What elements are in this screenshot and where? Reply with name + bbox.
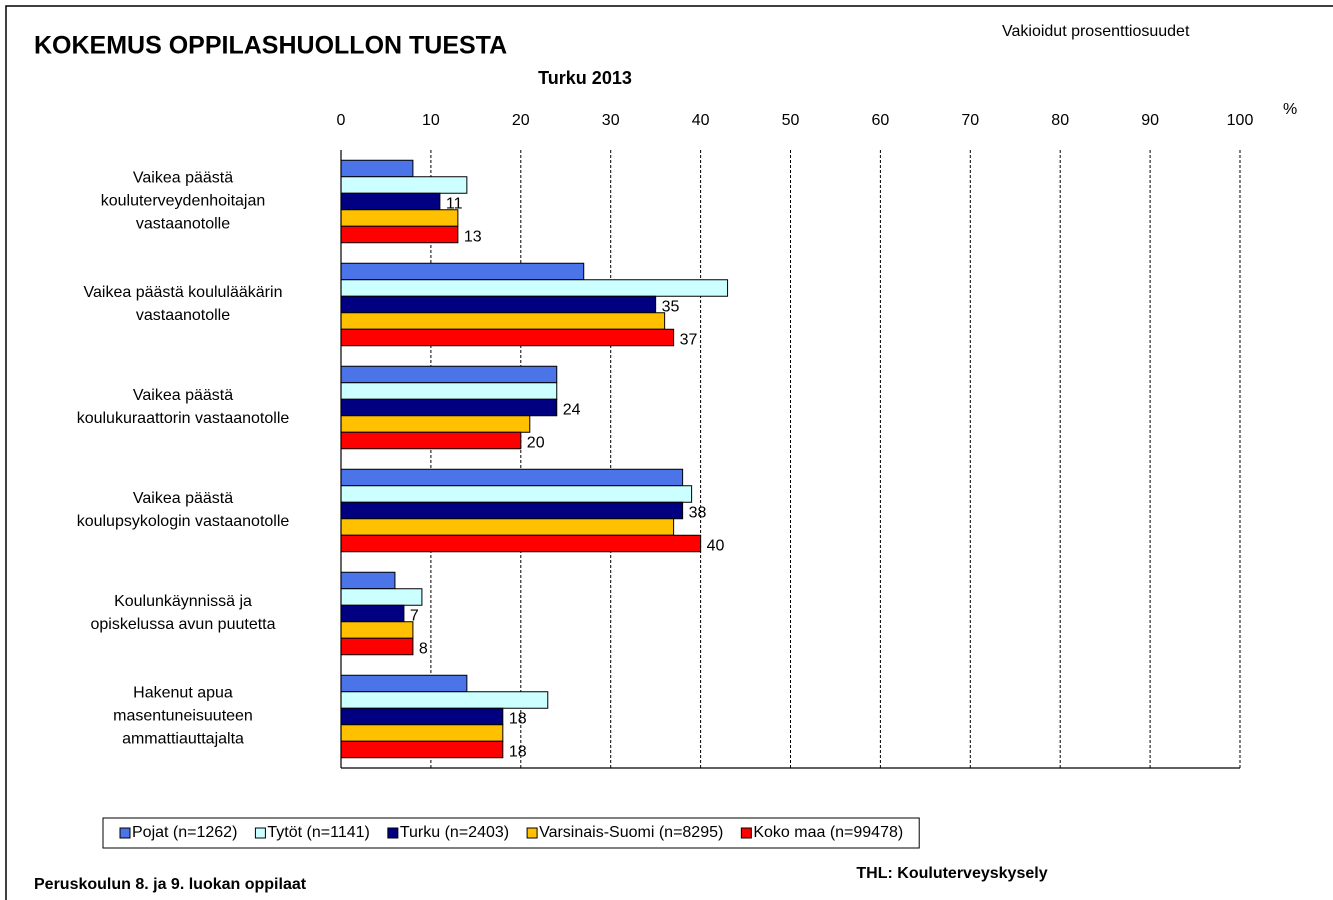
bar [340, 225, 459, 244]
bar [340, 328, 675, 347]
bar [340, 501, 684, 520]
bar [340, 604, 405, 623]
y-tick-label: Vaikea päästä koulukuraattorin vastaanoto… [77, 387, 290, 427]
bar [340, 691, 549, 709]
frame [5, 5, 1333, 900]
bar [340, 176, 468, 194]
legend-label: Varsinais-Suomi (n=8295) [539, 824, 723, 841]
footer-right: THL: Kouluterveyskysely [856, 865, 1047, 882]
chart-subtitle: Turku 2013 [538, 68, 632, 88]
bar [340, 534, 702, 553]
x-unit: % [1283, 101, 1297, 118]
bar [340, 637, 414, 656]
bar [340, 674, 468, 693]
bar [340, 159, 414, 178]
legend-swatch [526, 827, 538, 839]
y-tick-label: Vaikea päästä koululääkärin vastaanotolle [84, 284, 283, 324]
bar [340, 262, 585, 281]
bar [340, 209, 459, 227]
bar [340, 724, 504, 742]
data-label: 18 [509, 711, 527, 728]
data-label: 37 [680, 332, 698, 349]
bar [340, 485, 693, 503]
legend-label: Turku (n=2403) [400, 824, 509, 841]
legend-swatch [254, 827, 266, 839]
bar [340, 279, 729, 297]
data-label: 35 [662, 299, 680, 316]
bar [340, 518, 675, 536]
bar [340, 571, 396, 590]
legend-box [102, 817, 920, 849]
data-label: 38 [689, 505, 707, 522]
x-tick-label: 80 [1051, 112, 1069, 129]
data-label: 40 [707, 538, 725, 555]
bar [340, 707, 504, 726]
y-tick-label: Koulunkäynnissä ja opiskelussa avun puute… [90, 593, 275, 633]
bar [340, 468, 684, 487]
legend-label: Koko maa (n=99478) [753, 824, 903, 841]
data-label: 13 [464, 229, 482, 246]
data-label: 20 [527, 435, 545, 452]
x-tick-label: 0 [337, 112, 346, 129]
bar [340, 588, 423, 606]
y-tick-label: Vaikea päästä koulupsykologin vastaanotol… [77, 490, 290, 530]
bar [340, 295, 657, 314]
x-tick-label: 30 [602, 112, 620, 129]
bar [340, 431, 522, 450]
bar [340, 621, 414, 639]
x-tick-label: 10 [422, 112, 440, 129]
x-tick-label: 20 [512, 112, 530, 129]
bar [340, 382, 558, 400]
bar [340, 415, 531, 433]
x-tick-label: 90 [1141, 112, 1159, 129]
x-tick-label: 50 [782, 112, 800, 129]
bar [340, 398, 558, 417]
legend-swatch [740, 827, 752, 839]
data-label: 18 [509, 744, 527, 761]
chart-title: KOKEMUS OPPILASHUOLLON TUESTA [34, 32, 507, 60]
y-tick-label: Hakenut apua masentuneisuuteen ammattiautt… [113, 685, 253, 748]
data-label: 8 [419, 641, 428, 658]
data-label: 24 [563, 402, 581, 419]
data-label: 7 [410, 608, 419, 625]
x-tick-label: 70 [961, 112, 979, 129]
legend-swatch [387, 827, 399, 839]
bar [340, 365, 558, 384]
footer-left: Peruskoulun 8. ja 9. luokan oppilaat [34, 876, 307, 893]
legend-swatch [119, 827, 131, 839]
legend-label: Tytöt (n=1141) [267, 824, 369, 841]
x-tick-label: 60 [872, 112, 890, 129]
x-tick-label: 100 [1227, 112, 1254, 129]
data-label: 11 [446, 196, 463, 213]
bar [340, 312, 666, 330]
bar [340, 192, 441, 211]
bar [340, 740, 504, 759]
y-tick-label: Vaikea päästä kouluterveydenhoitajan vasta… [101, 170, 266, 233]
legend-label: Pojat (n=1262) [132, 824, 237, 841]
legend: Pojat (n=1262) Tytöt (n=1141) Turku (n=240… [102, 817, 920, 849]
x-tick-label: 40 [692, 112, 710, 129]
note: Vakioidut prosenttiosuudet [1002, 23, 1190, 40]
